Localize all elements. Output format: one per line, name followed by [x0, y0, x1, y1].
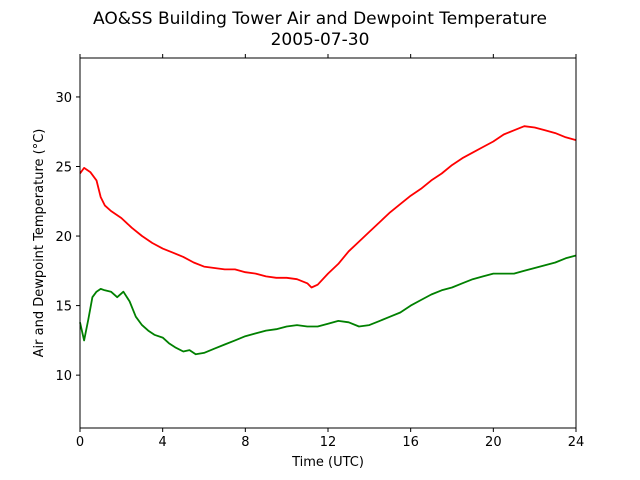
- x-tick-label: 20: [485, 435, 502, 450]
- chart-subtitle: 2005-07-30: [271, 30, 370, 50]
- plot-frame: [79, 57, 577, 429]
- series-line-2: [79, 254, 577, 356]
- x-tick-label: 0: [76, 435, 84, 450]
- series-line-1: [79, 125, 577, 289]
- y-tick-label: 20: [55, 230, 72, 245]
- chart-title: AO&SS Building Tower Air and Dewpoint Te…: [93, 9, 547, 29]
- x-tick-label: 4: [159, 435, 167, 450]
- y-tick-label: 10: [55, 369, 72, 384]
- y-axis: 10 15 20 25 30: [55, 91, 80, 384]
- x-axis-label: Time (UTC): [291, 455, 364, 470]
- x-axis: 0 4 8 12 16 20 24: [76, 54, 584, 450]
- x-tick-label: 8: [241, 435, 249, 450]
- series-group: [79, 125, 577, 356]
- plot-area: [80, 58, 576, 428]
- y-tick-label: 15: [55, 300, 72, 315]
- y-tick-label: 25: [55, 160, 72, 175]
- y-tick-label: 30: [55, 91, 72, 106]
- y-axis-label: Air and Dewpoint Temperature (°C): [32, 129, 47, 358]
- x-tick-label: 24: [568, 435, 585, 450]
- x-tick-label: 16: [402, 435, 419, 450]
- x-tick-label: 12: [320, 435, 337, 450]
